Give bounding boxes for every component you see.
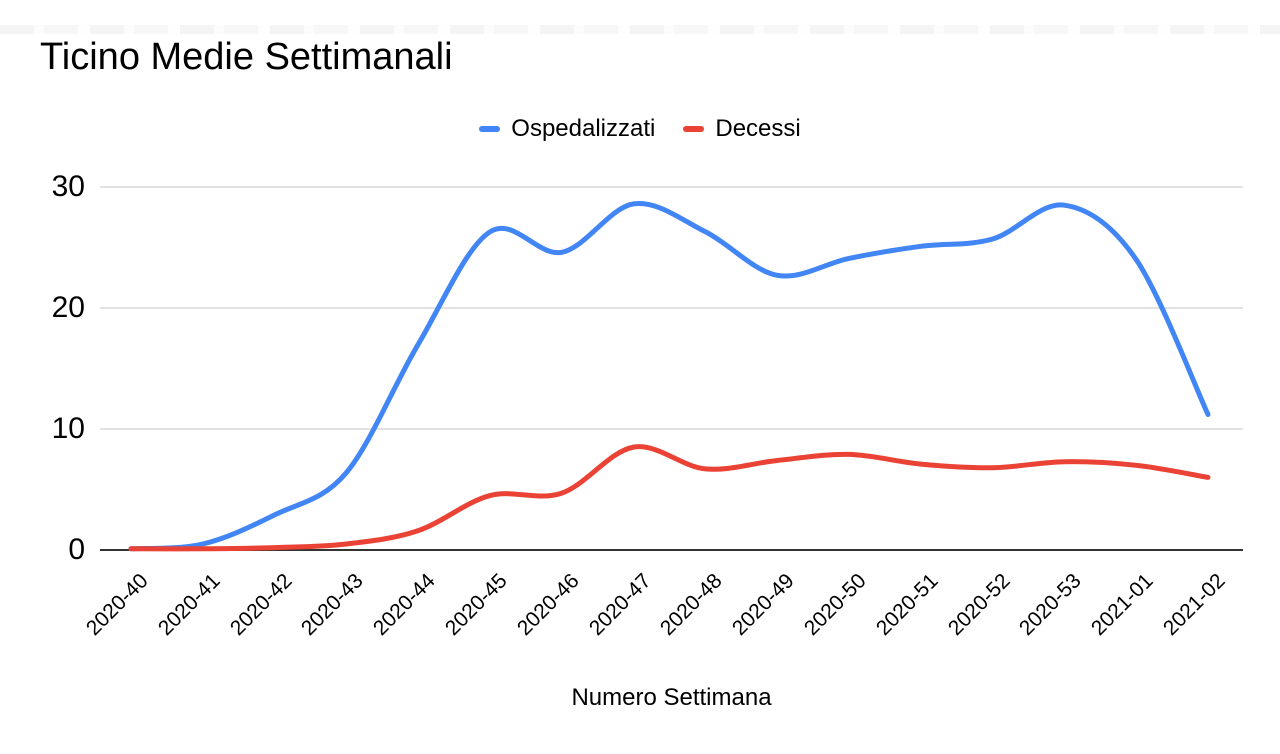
legend-label-ospedalizzati: Ospedalizzati [511, 115, 656, 142]
chart-title: Ticino Medie Settimanali [40, 36, 453, 78]
legend-label-decessi: Decessi [715, 115, 801, 142]
compression-artifact-band [0, 25, 1280, 34]
series-line-ospedalizzati[interactable] [128, 201, 1211, 552]
y-tick-label-20: 20 [51, 291, 85, 324]
x-axis-title: Numero Settimana [571, 684, 772, 711]
y-tick-label-30: 30 [51, 170, 85, 203]
legend: Ospedalizzati Decessi [0, 112, 1280, 146]
y-tick-label-10: 10 [51, 412, 85, 445]
legend-swatch-ospedalizzati [479, 126, 501, 132]
legend-item-ospedalizzati[interactable]: Ospedalizzati [479, 117, 655, 141]
legend-item-decessi[interactable]: Decessi [683, 115, 801, 142]
series-line-decessi[interactable] [128, 444, 1211, 552]
legend-swatch-decessi [683, 126, 705, 132]
y-tick-label-0: 0 [68, 533, 85, 566]
